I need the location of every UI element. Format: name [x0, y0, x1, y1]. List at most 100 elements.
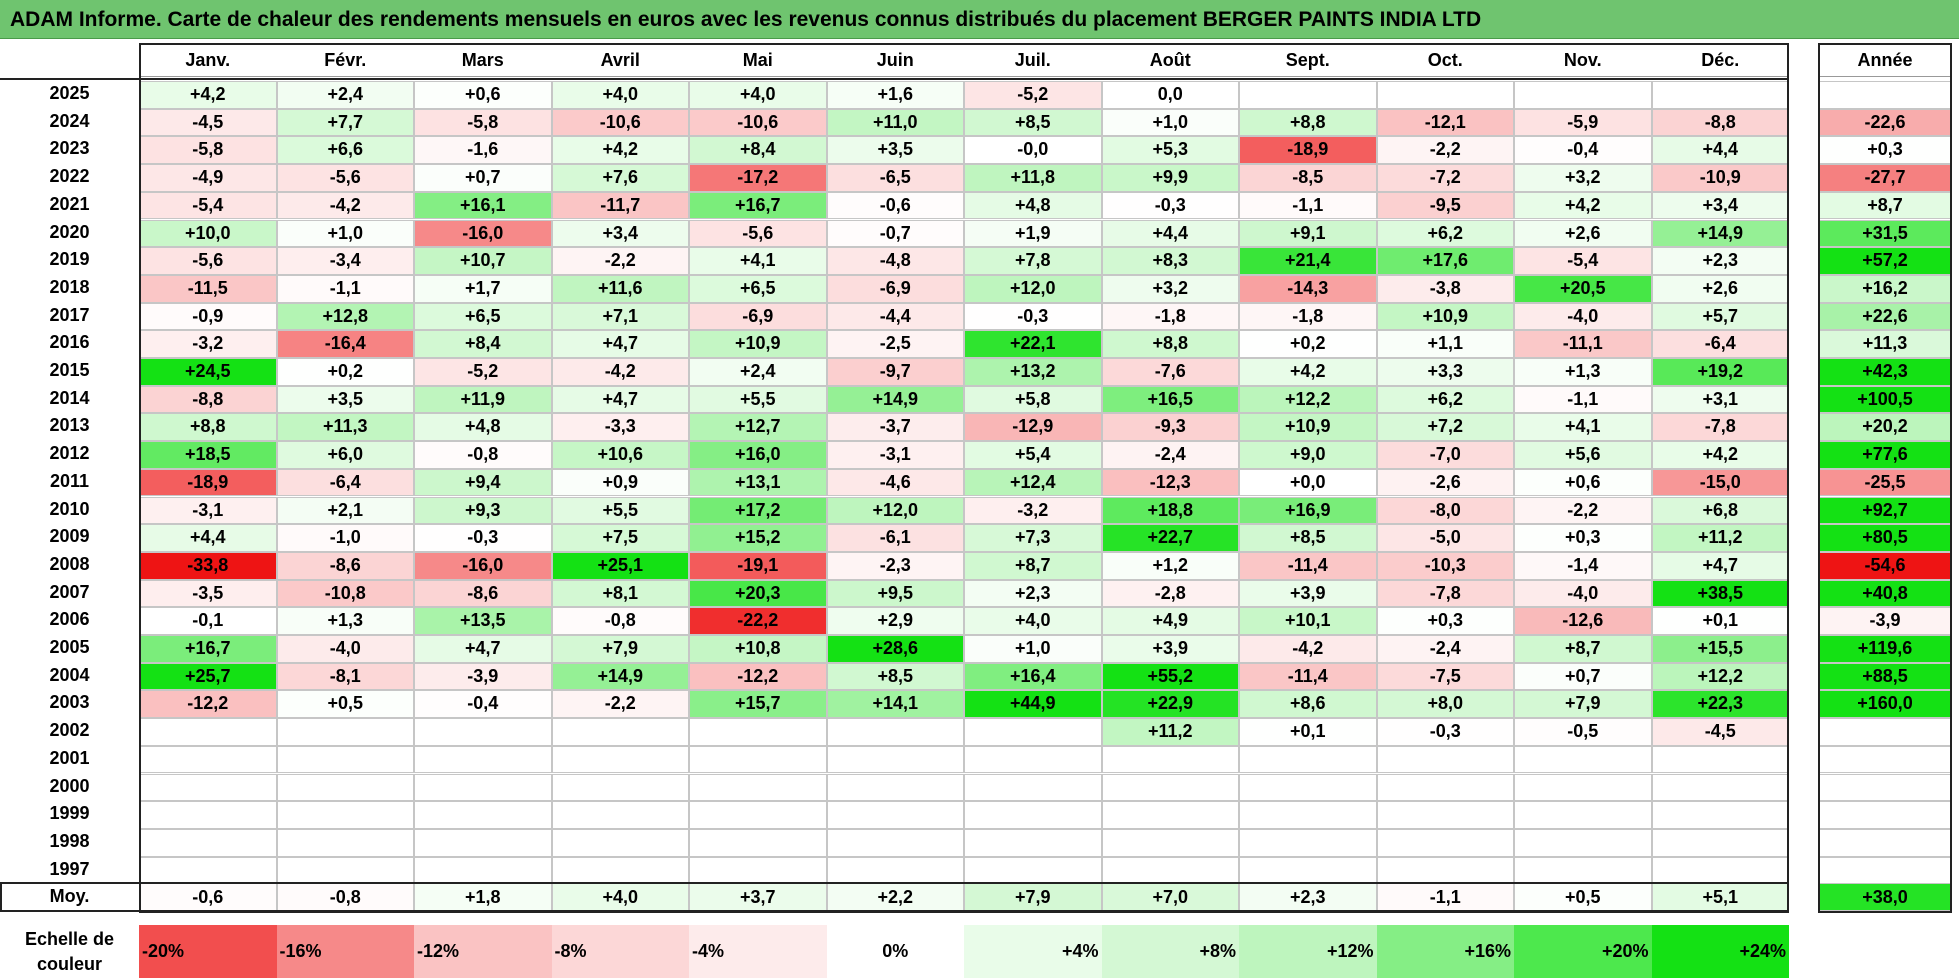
heatmap-cell: +7,3: [964, 524, 1102, 552]
heatmap-cell: +4,0: [689, 81, 827, 109]
heatmap-cell: +28,6: [826, 635, 964, 663]
heatmap-cell: +0,3: [1376, 607, 1514, 635]
heatmap-cell: [1514, 745, 1652, 774]
heatmap-cell: -5,8: [139, 136, 277, 165]
heatmap-cell: -0,3: [964, 302, 1102, 331]
heatmap-cell: -4,2: [276, 191, 414, 220]
heatmap-cell: +0,1: [1239, 718, 1377, 746]
heatmap-cell: [414, 856, 552, 885]
heatmap-cell: +4,7: [414, 635, 552, 663]
heatmap-cell: +11,6: [551, 274, 689, 303]
heatmap-cell: +2,6: [1651, 274, 1789, 303]
heatmap-cell: +3,9: [1101, 635, 1239, 663]
heatmap-cell: [276, 745, 414, 774]
year-label: 2008: [49, 553, 90, 574]
heatmap-cell: [1239, 801, 1377, 829]
heatmap-cell: +0,3: [1514, 524, 1652, 552]
heatmap-cell: -3,2: [139, 330, 277, 358]
scale-swatch: +8%: [1101, 925, 1239, 978]
average-cell: -0,6: [139, 883, 277, 911]
heatmap-cell: +3,5: [826, 136, 964, 165]
heatmap-cell: +9,1: [1239, 219, 1377, 248]
heatmap-cell: -10,9: [1651, 164, 1789, 192]
average-cell: +7,9: [964, 883, 1102, 911]
heatmap-cell: [826, 718, 964, 746]
heatmap-cell: +1,2: [1101, 551, 1239, 580]
heatmap-cell: +5,7: [1651, 302, 1789, 331]
heatmap-cell: +4,4: [139, 524, 277, 552]
heatmap-cell: [826, 828, 964, 857]
heatmap-cell: [1239, 773, 1377, 802]
heatmap-cell: +17,6: [1376, 247, 1514, 275]
scale-swatch: -12%: [414, 925, 552, 978]
heatmap-cell: -8,6: [414, 579, 552, 608]
heatmap-cell: -7,5: [1376, 662, 1514, 691]
heatmap-cell: -1,8: [1239, 302, 1377, 331]
heatmap-cell: +6,8: [1651, 496, 1789, 525]
heatmap-cell: [551, 745, 689, 774]
heatmap-cell: [139, 773, 277, 802]
heatmap-cell: -0,1: [139, 607, 277, 635]
heatmap-cell: +7,9: [551, 635, 689, 663]
year-label: 2006: [49, 609, 90, 630]
heatmap-cell: +2,6: [1514, 219, 1652, 248]
heatmap-cell: +10,9: [689, 330, 827, 358]
heatmap-cell: -22,2: [689, 607, 827, 635]
heatmap-cell: [1239, 856, 1377, 885]
heatmap-cell: -2,2: [551, 690, 689, 719]
scale-swatch: -8%: [551, 925, 689, 978]
column-header: Sept.: [1239, 45, 1377, 77]
column-header: Juil.: [964, 45, 1102, 77]
heatmap-cell: +9,5: [826, 579, 964, 608]
heatmap-cell: +1,6: [826, 81, 964, 109]
heatmap-cell: -1,4: [1514, 551, 1652, 580]
heatmap-cell: [1239, 745, 1377, 774]
heatmap-cell: -5,2: [414, 358, 552, 386]
heatmap-cell: [826, 773, 964, 802]
heatmap-cell: -3,5: [139, 579, 277, 608]
heatmap-cell: -8,6: [276, 551, 414, 580]
heatmap-cell: +8,7: [964, 551, 1102, 580]
column-header: Mars: [414, 45, 552, 77]
heatmap-cell: +9,0: [1239, 441, 1377, 469]
heatmap-cell: -10,6: [689, 108, 827, 137]
heatmap-cell: [276, 856, 414, 885]
column-header: Déc.: [1651, 45, 1789, 77]
heatmap-cell: -0,4: [1514, 136, 1652, 165]
chart-title: ADAM Informe. Carte de chaleur des rende…: [0, 0, 1959, 39]
heatmap-cell: +0,0: [1239, 468, 1377, 497]
heatmap-cell: [1101, 856, 1239, 885]
year-label: 2015: [49, 360, 90, 380]
heatmap-cell: -0,6: [826, 191, 964, 220]
heatmap-cell: -4,4: [826, 302, 964, 331]
heatmap-cell: +12,7: [689, 413, 827, 442]
heatmap-cell: +3,1: [1651, 385, 1789, 414]
heatmap-cell: +13,5: [414, 607, 552, 635]
heatmap-cell: +4,4: [1651, 136, 1789, 165]
heatmap-cell: -4,8: [826, 247, 964, 275]
year-label: 2000: [49, 775, 90, 796]
scale-swatch: -4%: [689, 925, 827, 978]
year-label: 1997: [49, 858, 90, 879]
heatmap-cell: +8,5: [964, 108, 1102, 137]
heatmap-cell: [139, 718, 277, 746]
year-label: 2025: [49, 83, 90, 103]
heatmap-cell: +0,7: [414, 164, 552, 192]
column-header: Avril: [551, 45, 689, 77]
heatmap-cell: +4,8: [964, 191, 1102, 220]
year-label: 2003: [49, 692, 90, 713]
scale-swatch: +24%: [1651, 925, 1789, 978]
annual-cell: +100,5: [1818, 385, 1952, 414]
average-annual-cell: +38,0: [1818, 883, 1952, 911]
heatmap-cell: [1101, 745, 1239, 774]
heatmap-cell: +12,0: [826, 496, 964, 525]
heatmap-cell: -5,2: [964, 81, 1102, 109]
average-label: Moy.: [49, 886, 90, 906]
heatmap-cell: -2,8: [1101, 579, 1239, 608]
heatmap-cell: +1,9: [964, 219, 1102, 248]
heatmap-cell: -3,7: [826, 413, 964, 442]
heatmap-cell: +7,7: [276, 108, 414, 137]
heatmap-cell: +1,3: [276, 607, 414, 635]
annual-cell: +80,5: [1818, 524, 1952, 552]
